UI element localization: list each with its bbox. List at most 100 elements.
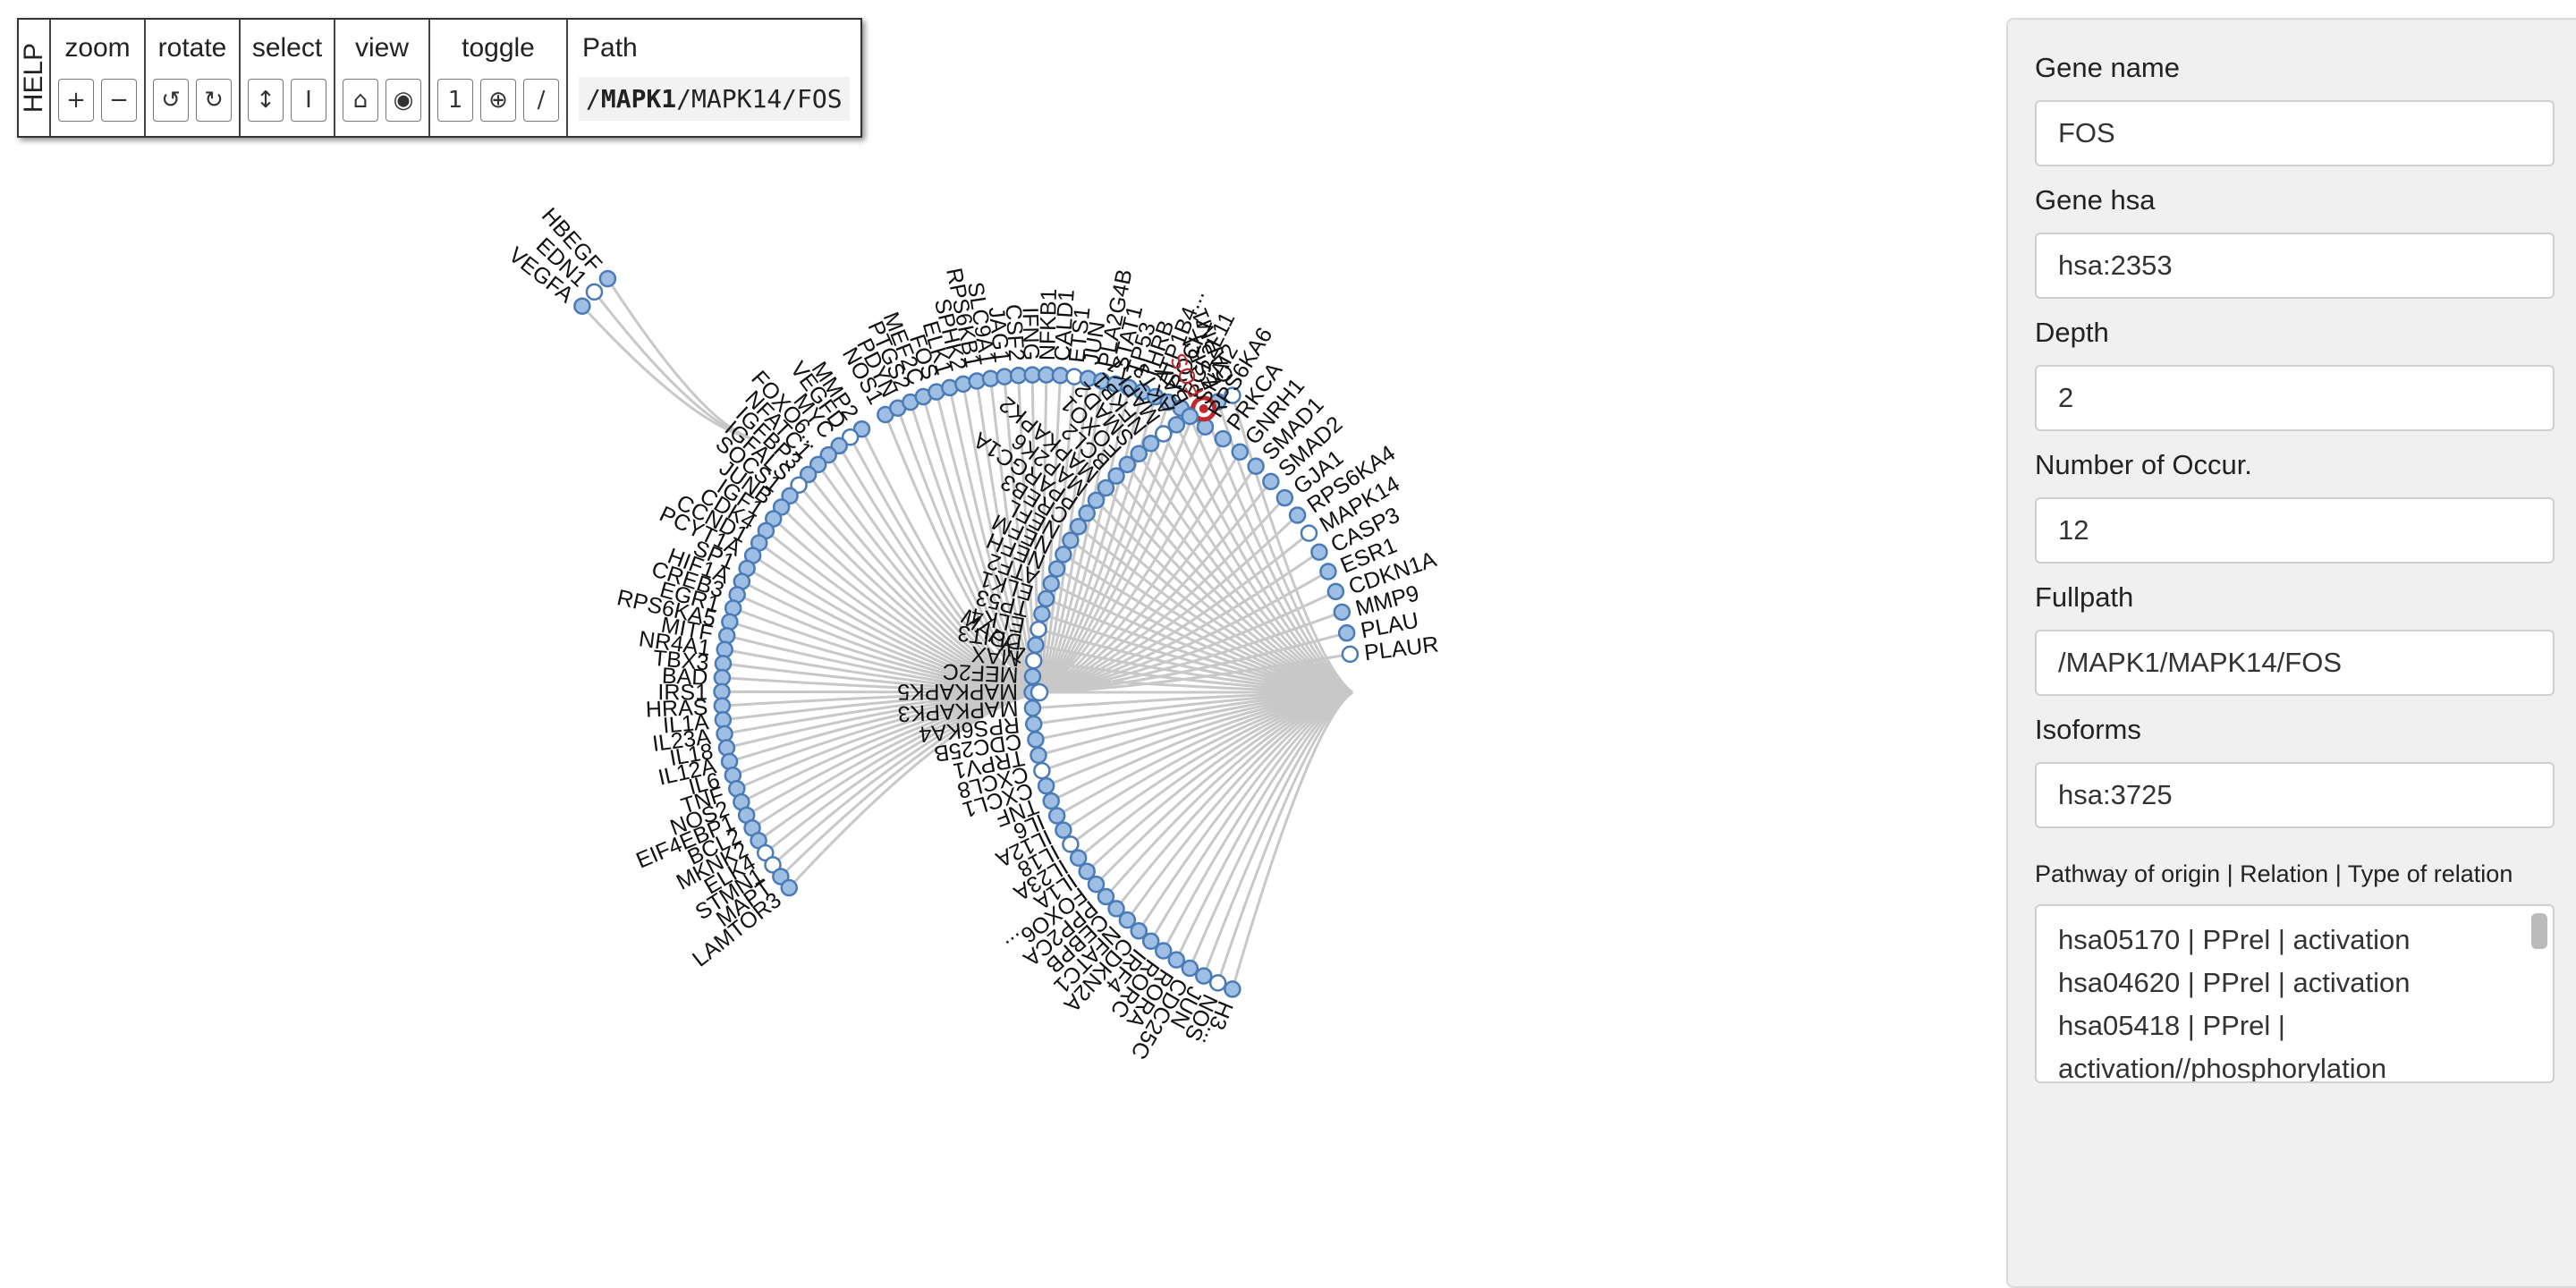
gene-node <box>1062 835 1080 853</box>
gene-node <box>1065 368 1083 386</box>
gene-node <box>1118 455 1137 474</box>
toolbar: HELP zoom + − rotate ↺ ↻ select ↕ I view… <box>17 18 862 138</box>
rotate-group: rotate ↺ ↻ <box>146 20 241 136</box>
zoom-label: zoom <box>64 33 131 63</box>
link-edge <box>788 691 1040 889</box>
relation-line: hsa04620 | PPrel | activation <box>2058 967 2411 998</box>
toggle-group: toggle 1 ⊕ / <box>430 20 568 136</box>
zoom-in-button[interactable]: + <box>58 79 94 122</box>
gene-node <box>1023 699 1042 717</box>
gene-label: MAPKAPK5 <box>897 679 1018 704</box>
gene-node <box>1167 416 1186 434</box>
rotate-left-button[interactable]: ↺ <box>153 79 189 122</box>
home-view-button[interactable]: ⌂ <box>343 79 378 122</box>
occurrences-field[interactable] <box>2035 497 2555 564</box>
gene-node <box>1024 651 1043 670</box>
relation-line: hsa05170 | PPrel | activation <box>2058 924 2411 955</box>
path-rest: /MAPK14/FOS <box>676 84 843 114</box>
graph-nodes <box>573 269 1360 998</box>
gene-node <box>790 476 808 494</box>
gene-node <box>1097 887 1115 906</box>
gene-label: BAD <box>661 663 708 690</box>
isoforms-field[interactable] <box>2035 762 2555 828</box>
rotate-label: rotate <box>157 33 227 63</box>
gene-node <box>1310 543 1328 561</box>
gene-node <box>1288 506 1307 524</box>
gene-node <box>1037 776 1055 795</box>
gene-node <box>1141 435 1160 453</box>
gene-node <box>1262 472 1280 491</box>
link-edge <box>1038 378 1089 693</box>
select-text-button[interactable]: I <box>291 79 326 122</box>
gene-node <box>1130 445 1148 463</box>
gene-node <box>1319 563 1337 580</box>
gene-label: CALD1 <box>1050 289 1080 362</box>
link-edge <box>580 305 752 440</box>
gene-node <box>781 487 799 505</box>
help-button[interactable]: HELP <box>19 20 51 136</box>
gene-node <box>772 498 791 516</box>
gene-node <box>716 640 733 659</box>
gene-node <box>721 613 739 631</box>
relation-line: activation//phosphorylation <box>2058 1053 2387 1083</box>
gene-node <box>1097 479 1115 497</box>
rotate-right-button[interactable]: ↻ <box>196 79 232 122</box>
gene-node <box>1023 667 1042 686</box>
path-display: /MAPK1/MAPK14/FOS <box>579 77 850 121</box>
gene-node <box>713 682 731 701</box>
gene-node <box>830 436 848 455</box>
gene-node <box>1055 821 1072 839</box>
isoforms-label: Isoforms <box>2035 714 2141 745</box>
relations-scrollbar[interactable] <box>2531 913 2547 949</box>
toggle-expand-button[interactable]: ⊕ <box>480 79 516 122</box>
gene-label: MAPKAPK3 <box>897 696 1019 727</box>
gene-node <box>1047 560 1066 578</box>
gene-node <box>1214 429 1233 448</box>
view-group: view ⌂ ◉ <box>335 20 430 136</box>
gene-node <box>1181 407 1199 426</box>
gene-node <box>852 419 871 438</box>
gene-node <box>1087 875 1106 894</box>
toggle-path-button[interactable]: / <box>523 79 559 122</box>
gene-label: HRAS <box>645 695 708 723</box>
fullpath-field[interactable] <box>2035 630 2555 696</box>
gene-label: JAG1 <box>983 306 1014 364</box>
gene-node <box>1037 589 1055 608</box>
relation-line: hsa05418 | PPrel | <box>2058 1010 2285 1041</box>
gene-node <box>598 269 617 288</box>
gene-node <box>764 856 782 874</box>
gene-node <box>713 668 732 687</box>
focus-view-button[interactable]: ◉ <box>386 79 421 122</box>
gene-node <box>1231 443 1250 462</box>
gene-node <box>1224 386 1241 404</box>
selected-node <box>1199 403 1208 413</box>
gene-label: MAX <box>970 641 1021 671</box>
link-edge <box>593 291 752 440</box>
gene-label: IFNG <box>1018 307 1044 360</box>
toggle-one-button[interactable]: 1 <box>437 79 473 122</box>
zoom-group: zoom + − <box>51 20 146 136</box>
depth-field[interactable] <box>2035 365 2555 431</box>
gene-node <box>1042 574 1060 593</box>
path-root-slash: / <box>586 84 601 114</box>
gene-node <box>1087 491 1106 510</box>
gene-node <box>1130 921 1148 940</box>
zoom-out-button[interactable]: − <box>101 79 137 122</box>
path-label: Path <box>582 33 638 63</box>
gene-node <box>1027 731 1045 749</box>
gene-node <box>968 372 986 390</box>
gene-node <box>1167 951 1186 969</box>
gene-node <box>1107 467 1125 485</box>
gene-node <box>1055 546 1072 564</box>
gene-label: MEF2C <box>942 658 1019 687</box>
select-group: select ↕ I <box>241 20 335 136</box>
select-drag-button[interactable]: ↕ <box>248 79 284 122</box>
gene-node <box>1024 715 1043 733</box>
depth-label: Depth <box>2035 317 2109 348</box>
gene-network-graph[interactable]: MMP2VEGFDMYCFOXO6...NFATC1IGFBP3IGFALSSO… <box>0 0 2004 1261</box>
gene-node <box>1069 849 1088 868</box>
gene-hsa-field[interactable] <box>2035 233 2555 299</box>
relations-textarea[interactable]: hsa05170 | PPrel | activation hsa04620 |… <box>2035 904 2555 1083</box>
occurrences-label: Number of Occur. <box>2035 449 2252 480</box>
gene-name-field[interactable] <box>2035 100 2555 166</box>
